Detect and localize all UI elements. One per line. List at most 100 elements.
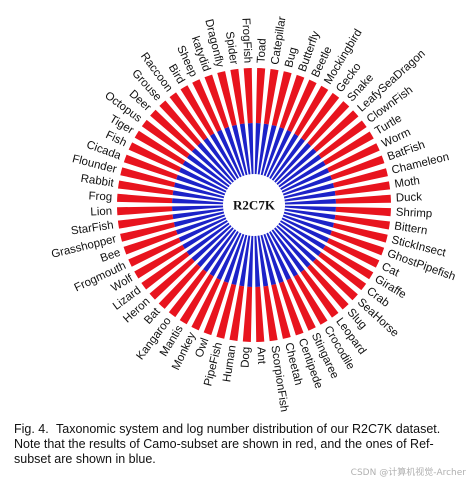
ref-bar-tiger: [182, 160, 228, 190]
camo-bar-worm: [327, 143, 380, 173]
ref-bar-shrimp: [284, 205, 336, 212]
category-label-moth: Moth: [394, 175, 421, 191]
category-label-bittern: Bittern: [393, 220, 428, 237]
ref-bar-crab: [278, 222, 322, 256]
camo-bar-monkey: [191, 277, 221, 331]
category-label-toad: Toad: [255, 38, 268, 64]
ref-bar-dog: [247, 235, 254, 287]
ref-bar-toad: [254, 123, 261, 175]
category-label-bug: Bug: [283, 46, 300, 69]
camo-bar-dragonfly: [217, 71, 237, 127]
camo-bar-bug: [271, 71, 292, 127]
ref-bar-ant: [254, 235, 261, 287]
ref-bar-leopard: [271, 229, 305, 273]
category-label-duck: Duck: [396, 191, 423, 204]
camo-bar-toad: [255, 68, 266, 124]
ref-bar-bat: [196, 227, 234, 268]
ref-bar-duck: [284, 198, 336, 205]
camo-bar-bittern: [334, 214, 390, 230]
camo-bar-duck: [335, 194, 391, 204]
camo-bar-giraffe: [322, 245, 374, 280]
ref-bar-frogfish: [247, 123, 254, 175]
camo-bar-beetle: [287, 79, 317, 133]
ref-bar-batfish: [282, 175, 333, 196]
ref-bar-monkey: [216, 232, 242, 281]
center-disc: [224, 175, 284, 235]
camo-bar-cicada: [123, 154, 178, 180]
camo-bar-stingaree: [286, 278, 316, 331]
bars-layer: [117, 68, 391, 342]
camo-bar-grouse: [159, 100, 201, 146]
camo-bar-spider: [230, 68, 245, 125]
camo-bar-frogmouth: [128, 237, 181, 267]
radial-chart-container: Toad Catepillar Bug Butterfly Beetle Mockingb…: [50, 16, 457, 413]
camo-bar-fish: [128, 142, 182, 172]
caption-text: Taxonomic system and log number distribu…: [14, 422, 441, 466]
ref-bar-bird: [210, 133, 239, 179]
ref-bar-human: [239, 235, 251, 287]
camo-bar-pipefish: [216, 283, 237, 339]
camo-bar-slug: [307, 264, 349, 310]
ref-bar-seahorse: [276, 225, 317, 263]
camo-bar-moth: [334, 181, 391, 196]
camo-bar-wolf: [134, 244, 185, 279]
ref-bar-butterfly: [263, 127, 285, 177]
camo-bar-heron: [149, 258, 195, 300]
category-label-shrimp: Shrimp: [395, 206, 432, 220]
camo-bar-dog: [242, 286, 253, 342]
camo-bar-cheetah: [271, 283, 291, 339]
ref-bar-fish: [178, 167, 227, 193]
camo-bar-octopus: [141, 119, 190, 158]
camo-bar-mantis: [179, 273, 214, 325]
camo-bar-katydid: [204, 74, 229, 129]
ref-bar-stickinsect: [283, 211, 335, 228]
radial-chart: Toad CatepillarBugButterflyBeetleMockingb…: [50, 16, 457, 413]
camo-bar-butterfly: [279, 74, 305, 129]
camo-bar-scorpionfish: [263, 285, 278, 342]
ref-bar-kangaroo: [203, 229, 237, 273]
ref-bar-clownfish: [278, 154, 322, 188]
ref-bar-wolf: [182, 220, 228, 249]
camo-bar-centipede: [279, 281, 304, 336]
camo-bar-stickinsect: [332, 222, 388, 243]
category-label-dog: Dog: [240, 346, 253, 368]
camo-bar-leopard: [300, 269, 339, 318]
category-label-frogfish: FrogFish: [239, 18, 253, 64]
ref-bar-lizard: [186, 222, 230, 256]
camo-bar-shrimp: [335, 206, 391, 217]
ref-bar-catepillar: [257, 123, 269, 175]
ref-bar-ghostpipefish: [282, 214, 332, 236]
category-label-human: Human: [221, 344, 238, 382]
camo-bar-owl: [203, 281, 229, 336]
camo-bar-bird: [180, 85, 215, 136]
camo-bar-ant: [255, 286, 265, 342]
camo-bar-crab: [318, 252, 367, 291]
ref-bar-owl: [223, 233, 245, 283]
camo-bar-bat: [158, 263, 201, 309]
ref-bar-leafyseadragon: [276, 148, 317, 185]
ref-bar-frogmouth: [178, 217, 227, 242]
ref-bar-turtle: [280, 161, 326, 190]
camo-bar-ghostpipefish: [330, 230, 385, 256]
camo-bar-catepillar: [263, 69, 279, 125]
ref-bar-bittern: [284, 208, 336, 220]
camo-bar-gecko: [301, 92, 340, 141]
ref-bar-snake: [274, 142, 312, 183]
ref-bar-katydid: [224, 126, 245, 177]
ref-bar-mantis: [209, 231, 239, 277]
ref-bar-pipefish: [231, 234, 248, 286]
ref-bar-stingaree: [266, 232, 291, 281]
ref-bar-bee: [175, 214, 226, 235]
category-label-rabbit: Rabbit: [80, 173, 115, 190]
ref-bar-scorpionfish: [257, 235, 269, 287]
ref-bar-worm: [281, 168, 330, 193]
camo-bar-rabbit: [118, 180, 174, 196]
ref-bar-mockingbird: [269, 133, 299, 179]
ref-bar-raccoon: [203, 137, 237, 181]
camo-bar-batfish: [330, 155, 385, 180]
ref-bar-heron: [191, 225, 232, 262]
ref-bar-bug: [260, 124, 277, 176]
category-label-lion: Lion: [90, 206, 112, 219]
camo-bar-kangaroo: [168, 269, 207, 318]
camo-bar-bee: [123, 230, 178, 255]
